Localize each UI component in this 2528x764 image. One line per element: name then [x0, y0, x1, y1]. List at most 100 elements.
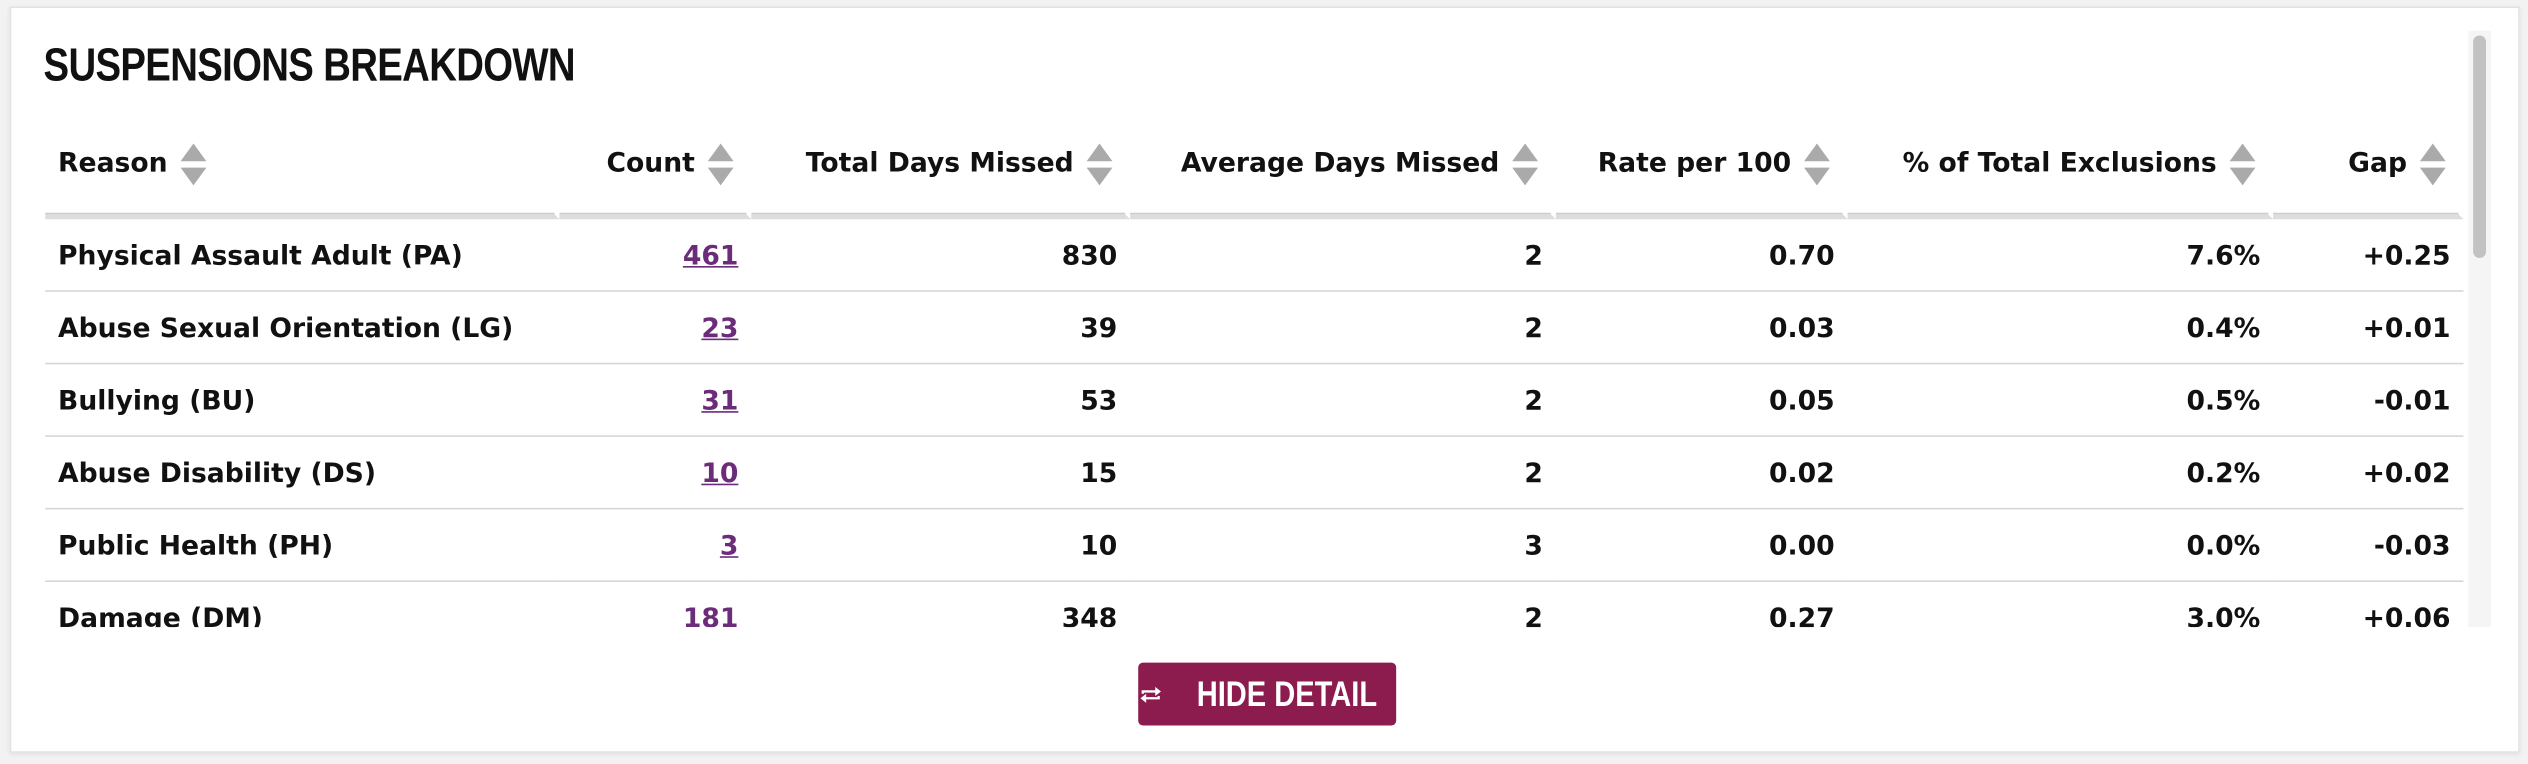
column-header[interactable]: Count [559, 114, 752, 220]
sort-icon[interactable] [1512, 143, 1539, 186]
sort-down [180, 167, 207, 186]
table-cell: 0.27 [1556, 582, 1848, 627]
hide-detail-button[interactable]: HIDE DETAIL [1138, 662, 1397, 726]
card: SUSPENSIONS BREAKDOWN Reason Count Total D… [9, 6, 2520, 753]
column-label: Count [606, 147, 695, 179]
sort-icon[interactable] [707, 143, 734, 186]
table-cell: +0.02 [2273, 437, 2464, 510]
sort-up [1804, 143, 1830, 162]
table-row: Damage (DM) 181 348 2 0.27 3.0% +0.06 [45, 582, 2463, 627]
table-body: Physical Assault Adult (PA) 461 830 2 0.70 7.… [45, 219, 2464, 627]
section-title: SUSPENSIONS BREAKDOWN [43, 40, 576, 92]
table-cell: 461 [559, 219, 752, 292]
table-cell: 0.0% [1847, 509, 2274, 583]
scrollbar[interactable] [2468, 30, 2491, 628]
table-cell: 0.5% [1847, 364, 2274, 437]
table-cell: Abuse Disability (DS) [45, 437, 560, 510]
table-cell: 0.02 [1555, 437, 1848, 510]
table-cell: 7.6% [1847, 219, 2274, 292]
table-cell: 2 [1130, 437, 1556, 510]
sort-up [1512, 143, 1539, 162]
table-cell: Damage (DM) [45, 582, 559, 627]
sort-up [180, 143, 207, 162]
table-cell: 181 [559, 582, 751, 627]
column-header[interactable]: Gap [2273, 114, 2464, 220]
table-cell: Abuse Sexual Orientation (LG) [45, 292, 560, 365]
table-cell: 0.4% [1847, 292, 2274, 365]
sort-down [1086, 167, 1113, 186]
sort-up [707, 143, 734, 162]
sort-icon[interactable] [1804, 143, 1830, 186]
sort-down [2229, 167, 2256, 186]
table-cell: +0.25 [2273, 219, 2464, 292]
sort-icon[interactable] [2419, 143, 2446, 186]
column-header[interactable]: % of Total Exclusions [1847, 114, 2274, 220]
column-label: % of Total Exclusions [1902, 147, 2217, 179]
table-cell: 39 [751, 292, 1131, 365]
sort-up [2419, 143, 2446, 162]
table-row: Abuse Disability (DS) 10 15 2 0.02 0.2% +0.02 [45, 437, 2464, 510]
table-cell: 2 [1130, 364, 1556, 437]
sort-icon[interactable] [180, 143, 207, 186]
table-cell: +0.06 [2273, 582, 2463, 627]
table-cell: 3.0% [1848, 582, 2274, 627]
count-link[interactable]: 181 [682, 602, 739, 628]
sort-icon[interactable] [1086, 143, 1113, 186]
table-cell: 2 [1130, 582, 1556, 627]
header-row: Reason Count Total Days Missed Average Days… [45, 114, 2464, 220]
table-cell: 23 [559, 292, 752, 365]
count-link[interactable]: 10 [701, 457, 739, 488]
table-cell: 2 [1130, 219, 1556, 292]
table-row: Public Health (PH) 3 10 3 0.00 0.0% -0.03 [45, 509, 2464, 583]
table-row: Physical Assault Adult (PA) 461 830 2 0.70 7.… [45, 219, 2464, 292]
column-label: Gap [2348, 147, 2408, 179]
table-cell: 31 [559, 364, 752, 437]
table-row: Bullying (BU) 31 53 2 0.05 0.5% -0.01 [45, 364, 2464, 437]
table-cell: 2 [1130, 292, 1556, 365]
table-cell: 15 [751, 437, 1131, 510]
count-link[interactable]: 3 [719, 529, 739, 561]
sort-up [1086, 143, 1113, 162]
sort-icon[interactable] [2229, 143, 2256, 186]
table-cell: Public Health (PH) [45, 509, 560, 583]
table-cell: 53 [751, 364, 1131, 437]
column-label: Total Days Missed [805, 147, 1074, 179]
button-label: HIDE DETAIL [1195, 673, 1377, 714]
table-cell: 10 [751, 509, 1131, 583]
sort-down [707, 167, 734, 186]
column-header[interactable]: Total Days Missed [751, 114, 1131, 220]
count-link[interactable]: 461 [682, 239, 739, 271]
table-cell: -0.03 [2273, 509, 2464, 583]
sort-up [2229, 143, 2256, 162]
table-cell: 3 [559, 509, 752, 583]
count-link[interactable]: 31 [701, 384, 739, 416]
table-cell: 3 [1130, 509, 1556, 583]
table-cell: 0.03 [1555, 292, 1848, 365]
column-header[interactable]: Reason [45, 114, 560, 220]
count-link[interactable]: 23 [701, 311, 739, 343]
scrollbar-thumb[interactable] [2473, 35, 2487, 258]
table-cell: Bullying (BU) [45, 364, 560, 437]
table-cell: 348 [751, 582, 1130, 627]
table-cell: 0.05 [1555, 364, 1848, 437]
table-scroll: Reason Count Total Days Missed Average Days… [45, 114, 2464, 627]
refresh-icon [1140, 686, 1161, 703]
table-row: Abuse Sexual Orientation (LG) 23 39 2 0.03 0.… [45, 292, 2464, 365]
sort-down [1804, 167, 1830, 186]
table-cell: 0.00 [1555, 509, 1848, 583]
table-cell: +0.01 [2273, 292, 2464, 365]
column-label: Reason [58, 147, 168, 179]
column-header[interactable]: Rate per 100 [1555, 114, 1848, 220]
table-cell: Physical Assault Adult (PA) [45, 219, 560, 292]
table-cell: 830 [751, 219, 1131, 292]
column-header[interactable]: Average Days Missed [1130, 114, 1556, 220]
table-cell: 10 [559, 437, 752, 510]
table-cell: 0.70 [1555, 219, 1848, 292]
table-cell: -0.01 [2273, 364, 2464, 437]
column-label: Average Days Missed [1180, 147, 1500, 179]
column-label: Rate per 100 [1597, 147, 1792, 179]
table-cell: 0.2% [1847, 437, 2274, 510]
sort-down [2419, 167, 2446, 186]
